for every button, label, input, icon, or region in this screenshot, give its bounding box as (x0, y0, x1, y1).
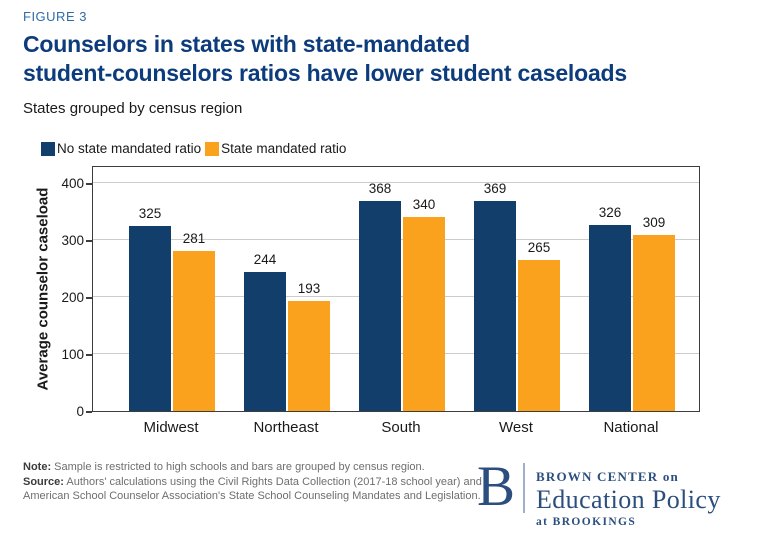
y-tick-mark (86, 297, 92, 299)
source-text: Authors' calculations using the Civil Ri… (23, 475, 482, 503)
legend-item-mandate: State mandated ratio (205, 141, 346, 156)
chart-title-line-1: Counselors in states with state-mandated (23, 31, 470, 57)
bar-value-label: 309 (642, 215, 666, 230)
source-label: Source: (23, 475, 64, 488)
brookings-logo-b-mark: B (477, 455, 516, 518)
bar-value-label: 326 (598, 205, 622, 220)
legend-swatch-orange (205, 141, 220, 156)
x-category-label: Northeast (253, 419, 319, 436)
x-category-label: National (603, 419, 659, 436)
bar-value-label: 244 (253, 252, 277, 267)
y-tick-mark (86, 411, 92, 413)
figure-label: FIGURE 3 (23, 9, 87, 24)
bar-value-label: 325 (138, 206, 162, 221)
chart-title-line-2: student-counselors ratios have lower stu… (23, 60, 627, 86)
bar-northeast-mandate (288, 301, 330, 411)
note-label: Note: (23, 461, 52, 473)
note-and-source: Note: Sample is restricted to high schoo… (23, 460, 495, 504)
legend-label-no-mandate: No state mandated ratio (57, 141, 202, 156)
bar-value-label: 368 (368, 181, 392, 196)
y-tick-label: 0 (76, 404, 84, 419)
bar-chart-plot-area: 325 281 244 193 368 340 369 265 326 309 (92, 166, 700, 412)
x-category-label: South (381, 419, 421, 436)
chart-title: Counselors in states with state-mandated… (23, 30, 627, 88)
bar-value-label: 369 (483, 181, 507, 196)
note-line: Note: Sample is restricted to high schoo… (23, 460, 495, 475)
logo-education-policy-line: Education Policy (536, 485, 721, 514)
bar-value-label: 340 (412, 197, 436, 212)
logo-text-block: BROWN CENTER on Education Policy at BROO… (536, 469, 721, 528)
bar-south-no-mandate (359, 201, 401, 411)
source-line: Source: Authors' calculations using the … (23, 475, 495, 504)
bar-northeast-no-mandate (244, 272, 286, 411)
x-category-label: West (499, 419, 533, 436)
y-tick-mark (86, 183, 92, 185)
bar-value-label: 193 (297, 281, 321, 296)
y-tick-mark (86, 240, 92, 242)
y-tick-label: 100 (61, 347, 84, 362)
note-text: Sample is restricted to high schools and… (51, 461, 425, 473)
y-tick-label: 300 (61, 233, 84, 248)
bar-midwest-no-mandate (129, 226, 171, 411)
logo-divider-line (523, 463, 525, 513)
chart-subtitle: States grouped by census region (23, 100, 243, 117)
gridline (93, 182, 699, 183)
legend-swatch-navy (41, 141, 55, 156)
y-tick-mark (86, 354, 92, 356)
x-category-label: Midwest (143, 419, 199, 436)
y-tick-label: 400 (61, 176, 84, 191)
bar-value-label: 281 (182, 231, 206, 246)
bar-west-no-mandate (474, 201, 516, 411)
y-tick-label: 200 (61, 290, 84, 305)
bar-national-mandate (633, 235, 675, 411)
logo-brown-center-line: BROWN CENTER on (536, 469, 679, 484)
legend-item-no-mandate: No state mandated ratio (41, 141, 201, 156)
legend-label-mandate: State mandated ratio (221, 141, 347, 156)
bar-midwest-mandate (173, 251, 215, 411)
bar-value-label: 265 (527, 240, 551, 255)
legend: No state mandated ratio State mandated r… (41, 141, 350, 156)
bar-national-no-mandate (589, 225, 631, 411)
bar-west-mandate (518, 260, 560, 411)
bar-south-mandate (403, 217, 445, 411)
logo-at-brookings-line: at BROOKINGS (536, 516, 637, 528)
